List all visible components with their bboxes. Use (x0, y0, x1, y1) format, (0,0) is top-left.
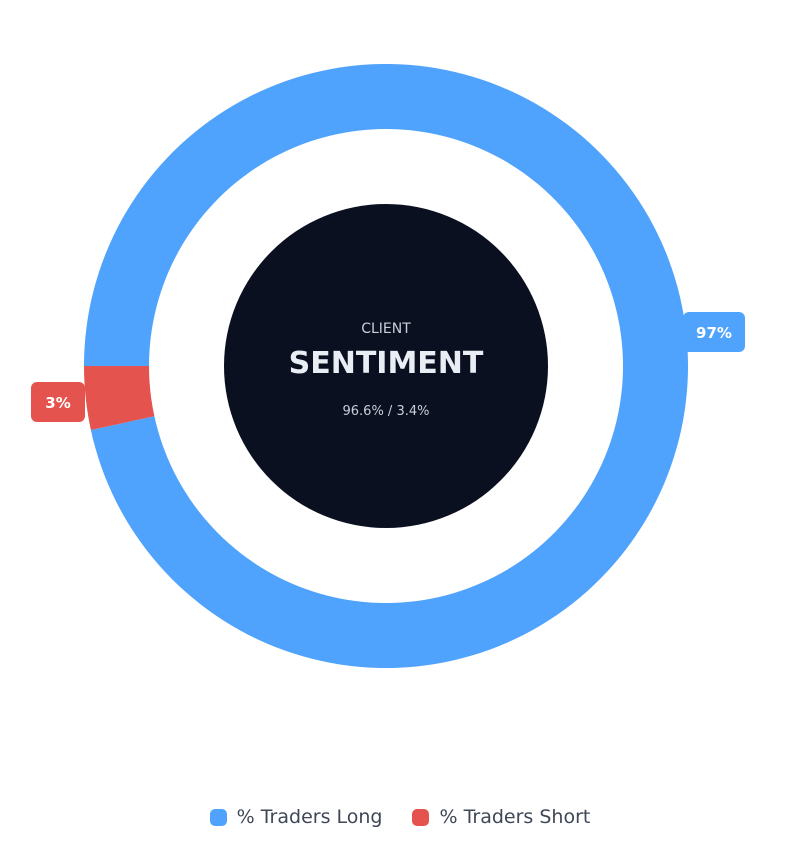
center-subtitle: CLIENT (361, 321, 411, 337)
data-label-text: 97% (696, 324, 732, 342)
data-label-traders-long: 97% (683, 312, 745, 352)
legend-item-long[interactable]: % Traders Long (209, 806, 383, 828)
center-disc (224, 204, 548, 528)
legend-label-short: % Traders Short (439, 806, 591, 828)
legend-swatch-long (209, 808, 227, 826)
center-caption: 96.6% / 3.4% (343, 404, 430, 419)
data-label-box (683, 312, 745, 352)
data-label-traders-short: 3% (31, 382, 85, 422)
slice-traders-short[interactable] (84, 366, 155, 431)
legend-item-short[interactable]: % Traders Short (412, 806, 590, 828)
data-labels: 97% 3% (31, 312, 745, 422)
donut-slices (84, 63, 688, 668)
data-label-box (31, 382, 85, 422)
legend: % Traders Long % Traders Short (0, 801, 800, 833)
center-title: SENTIMENT (289, 346, 484, 381)
data-label-text: 3% (45, 394, 70, 412)
legend-swatch-short (412, 808, 430, 826)
legend-label-long: % Traders Long (236, 806, 383, 828)
